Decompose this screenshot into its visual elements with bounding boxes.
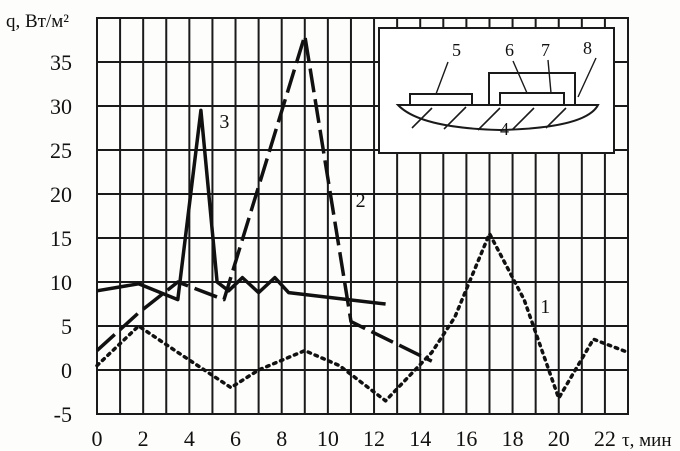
x-tick-label: 10	[317, 426, 339, 451]
hatch-line	[511, 107, 535, 131]
y-tick-label: 25	[50, 138, 72, 163]
series-1-line	[95, 231, 630, 403]
inset-label-5: 5	[452, 40, 461, 60]
series-2-line	[95, 33, 433, 363]
series-label-1: 1	[540, 296, 550, 318]
plot-frame	[96, 17, 629, 415]
inset-element-5	[409, 93, 473, 106]
x-tick-label: 4	[184, 426, 195, 451]
y-tick-label: 20	[50, 182, 72, 207]
inset-base	[395, 104, 600, 132]
x-tick-label: 6	[230, 426, 241, 451]
x-tick-label: 14	[409, 426, 431, 451]
y-axis-label: q, Вт/м²	[6, 11, 69, 32]
y-tick-label: -5	[54, 402, 72, 427]
inset-frame	[378, 27, 615, 154]
inset-element-7	[499, 92, 565, 106]
y-tick-label: 35	[50, 50, 72, 75]
leader-line	[547, 59, 552, 94]
series-label-2: 2	[356, 190, 366, 212]
x-tick-label: 2	[138, 426, 149, 451]
hatch-line	[545, 107, 567, 129]
x-tick-label: 12	[363, 426, 385, 451]
inset-diagram: 5 6 7 8 4	[378, 27, 615, 154]
x-axis-label: τ, мин	[622, 430, 672, 451]
x-tick-label: 18	[502, 426, 524, 451]
leader-line	[435, 61, 449, 95]
y-tick-label: 5	[61, 314, 72, 339]
y-tick-label: 15	[50, 226, 72, 251]
x-tick-label: 16	[455, 426, 477, 451]
x-tick-label: 20	[548, 426, 570, 451]
series-label-3: 3	[219, 111, 229, 133]
inset-label-7: 7	[541, 40, 550, 60]
inset-label-8: 8	[583, 38, 592, 58]
hatch-line	[477, 107, 501, 131]
hatch-line	[443, 106, 467, 130]
y-tick-label: 0	[61, 358, 72, 383]
series	[95, 33, 630, 403]
inset-label-4: 4	[500, 119, 509, 139]
inset-label-6: 6	[505, 40, 514, 60]
series-3-line	[96, 108, 386, 306]
leader-line	[512, 60, 528, 94]
leader-line	[577, 57, 597, 98]
x-tick-label: 22	[594, 426, 616, 451]
hatch-line	[411, 107, 433, 129]
series-labels: 1 2 3	[219, 111, 550, 318]
y-tick-label: 10	[50, 270, 72, 295]
x-tick-label: 8	[276, 426, 287, 451]
x-tick-label: 0	[92, 426, 103, 451]
y-tick-label: 30	[50, 94, 72, 119]
